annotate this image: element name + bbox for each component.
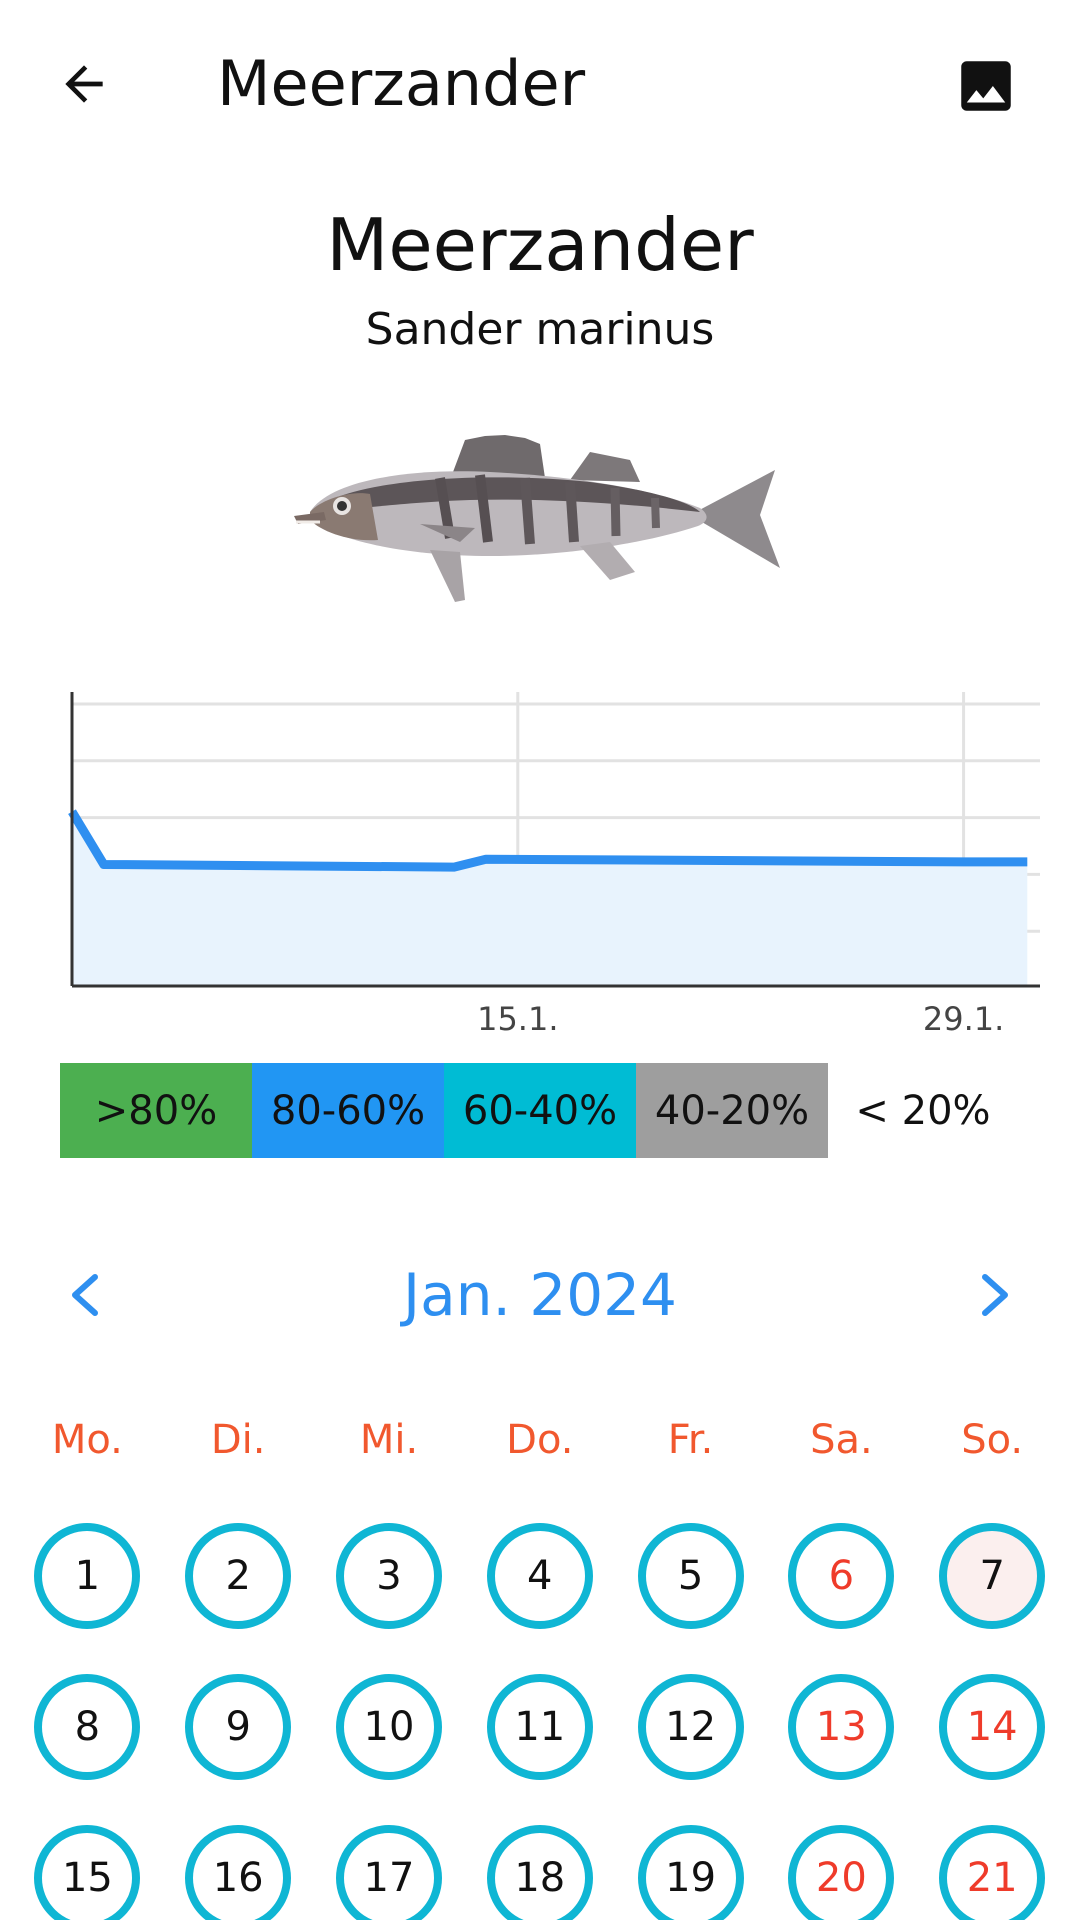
calendar-day-cell: 17 [314,1802,465,1920]
calendar-day-12[interactable]: 12 [637,1673,744,1780]
weekday-label: Sa. [810,1417,873,1463]
top-app-bar: Meerzander [0,0,1080,170]
calendar-day-cell: 10 [314,1651,465,1802]
calendar-day-cell: 9 [163,1651,314,1802]
calendar-day-15[interactable]: 15 [34,1824,141,1920]
fish-name: Meerzander [326,203,754,287]
calendar-day-cell: 2 [163,1500,314,1651]
calendar-day-cell: 3 [314,1500,465,1651]
weekday-header-row: Mo. Di. Mi. Do. Fr. Sa. So. [12,1410,1068,1470]
probability-legend: >80% 80-60% 60-40% 40-20% < 20% [60,1063,1018,1158]
arrow-left-icon [65,65,103,103]
legend-item: 60-40% [444,1063,636,1158]
calendar-day-cell: 11 [464,1651,615,1802]
calendar-day-5[interactable]: 5 [637,1522,744,1629]
catch-probability-chart: 15.1. 29.1. [68,692,1040,1038]
calendar-day-cell: 6 [766,1500,917,1651]
weekday-label: Di. [210,1417,266,1463]
calendar-day-cell: 7 [917,1500,1068,1651]
calendar-day-4[interactable]: 4 [486,1522,593,1629]
legend-item: 40-20% [636,1063,828,1158]
fish-illustration [294,435,780,602]
legend-item: >80% [60,1063,252,1158]
weekday-label: Do. [506,1417,574,1463]
month-navigation: Jan. 2024 [0,1250,1080,1340]
calendar-day-18[interactable]: 18 [486,1824,593,1920]
chart-x-tick-label: 29.1. [923,1000,1004,1038]
calendar-day-3[interactable]: 3 [335,1522,442,1629]
chart-area-fill [72,811,1028,986]
weekday-label: So. [961,1417,1024,1463]
calendar-day-cell: 5 [615,1500,766,1651]
calendar-day-16[interactable]: 16 [185,1824,292,1920]
legend-item: < 20% [828,1063,1018,1158]
month-label[interactable]: Jan. 2024 [403,1261,677,1329]
calendar-day-1[interactable]: 1 [34,1522,141,1629]
image-icon [961,61,1011,111]
calendar-day-cell: 18 [464,1802,615,1920]
calendar-day-14[interactable]: 14 [939,1673,1046,1780]
back-button[interactable] [44,44,124,124]
calendar-day-17[interactable]: 17 [335,1824,442,1920]
chart-series-line [68,809,1028,872]
calendar-day-21[interactable]: 21 [939,1824,1046,1920]
chevron-left-icon [72,1274,98,1316]
legend-item: 80-60% [252,1063,444,1158]
calendar-day-11[interactable]: 11 [486,1673,593,1780]
calendar-day-13[interactable]: 13 [788,1673,895,1780]
calendar-day-cell: 12 [615,1651,766,1802]
calendar-day-cell: 15 [12,1802,163,1920]
calendar-grid: 1 2 3 4 5 6 7 8 9 10 11 12 13 14 15 16 17 18 19 20 21 [12,1500,1068,1920]
calendar-day-cell: 1 [12,1500,163,1651]
previous-month-button[interactable] [50,1260,120,1330]
calendar-day-cell: 19 [615,1802,766,1920]
next-month-button[interactable] [960,1260,1030,1330]
gallery-button[interactable] [936,48,1036,124]
calendar-day-cell: 13 [766,1651,917,1802]
calendar-day-cell: 20 [766,1802,917,1920]
calendar-day-cell: 21 [917,1802,1068,1920]
weekday-label: Fr. [667,1417,714,1463]
weekday-label: Mo. [51,1417,123,1463]
calendar-day-9[interactable]: 9 [185,1673,292,1780]
calendar-day-6[interactable]: 6 [788,1522,895,1629]
calendar-day-cell: 14 [917,1651,1068,1802]
calendar-day-19[interactable]: 19 [637,1824,744,1920]
app-bar-title: Meerzander [217,47,586,120]
calendar-day-2[interactable]: 2 [185,1522,292,1629]
weekday-label: Mi. [359,1417,419,1463]
chart-x-tick-label: 15.1. [477,1000,558,1038]
calendar-day-cell: 4 [464,1500,615,1651]
calendar-day-20[interactable]: 20 [788,1824,895,1920]
chevron-right-icon [982,1274,1008,1316]
calendar-day-7[interactable]: 7 [939,1522,1046,1629]
fish-latin-name: Sander marinus [365,304,715,355]
calendar-day-8[interactable]: 8 [34,1673,141,1780]
calendar-day-10[interactable]: 10 [335,1673,442,1780]
calendar-day-cell: 8 [12,1651,163,1802]
calendar-day-cell: 16 [163,1802,314,1920]
